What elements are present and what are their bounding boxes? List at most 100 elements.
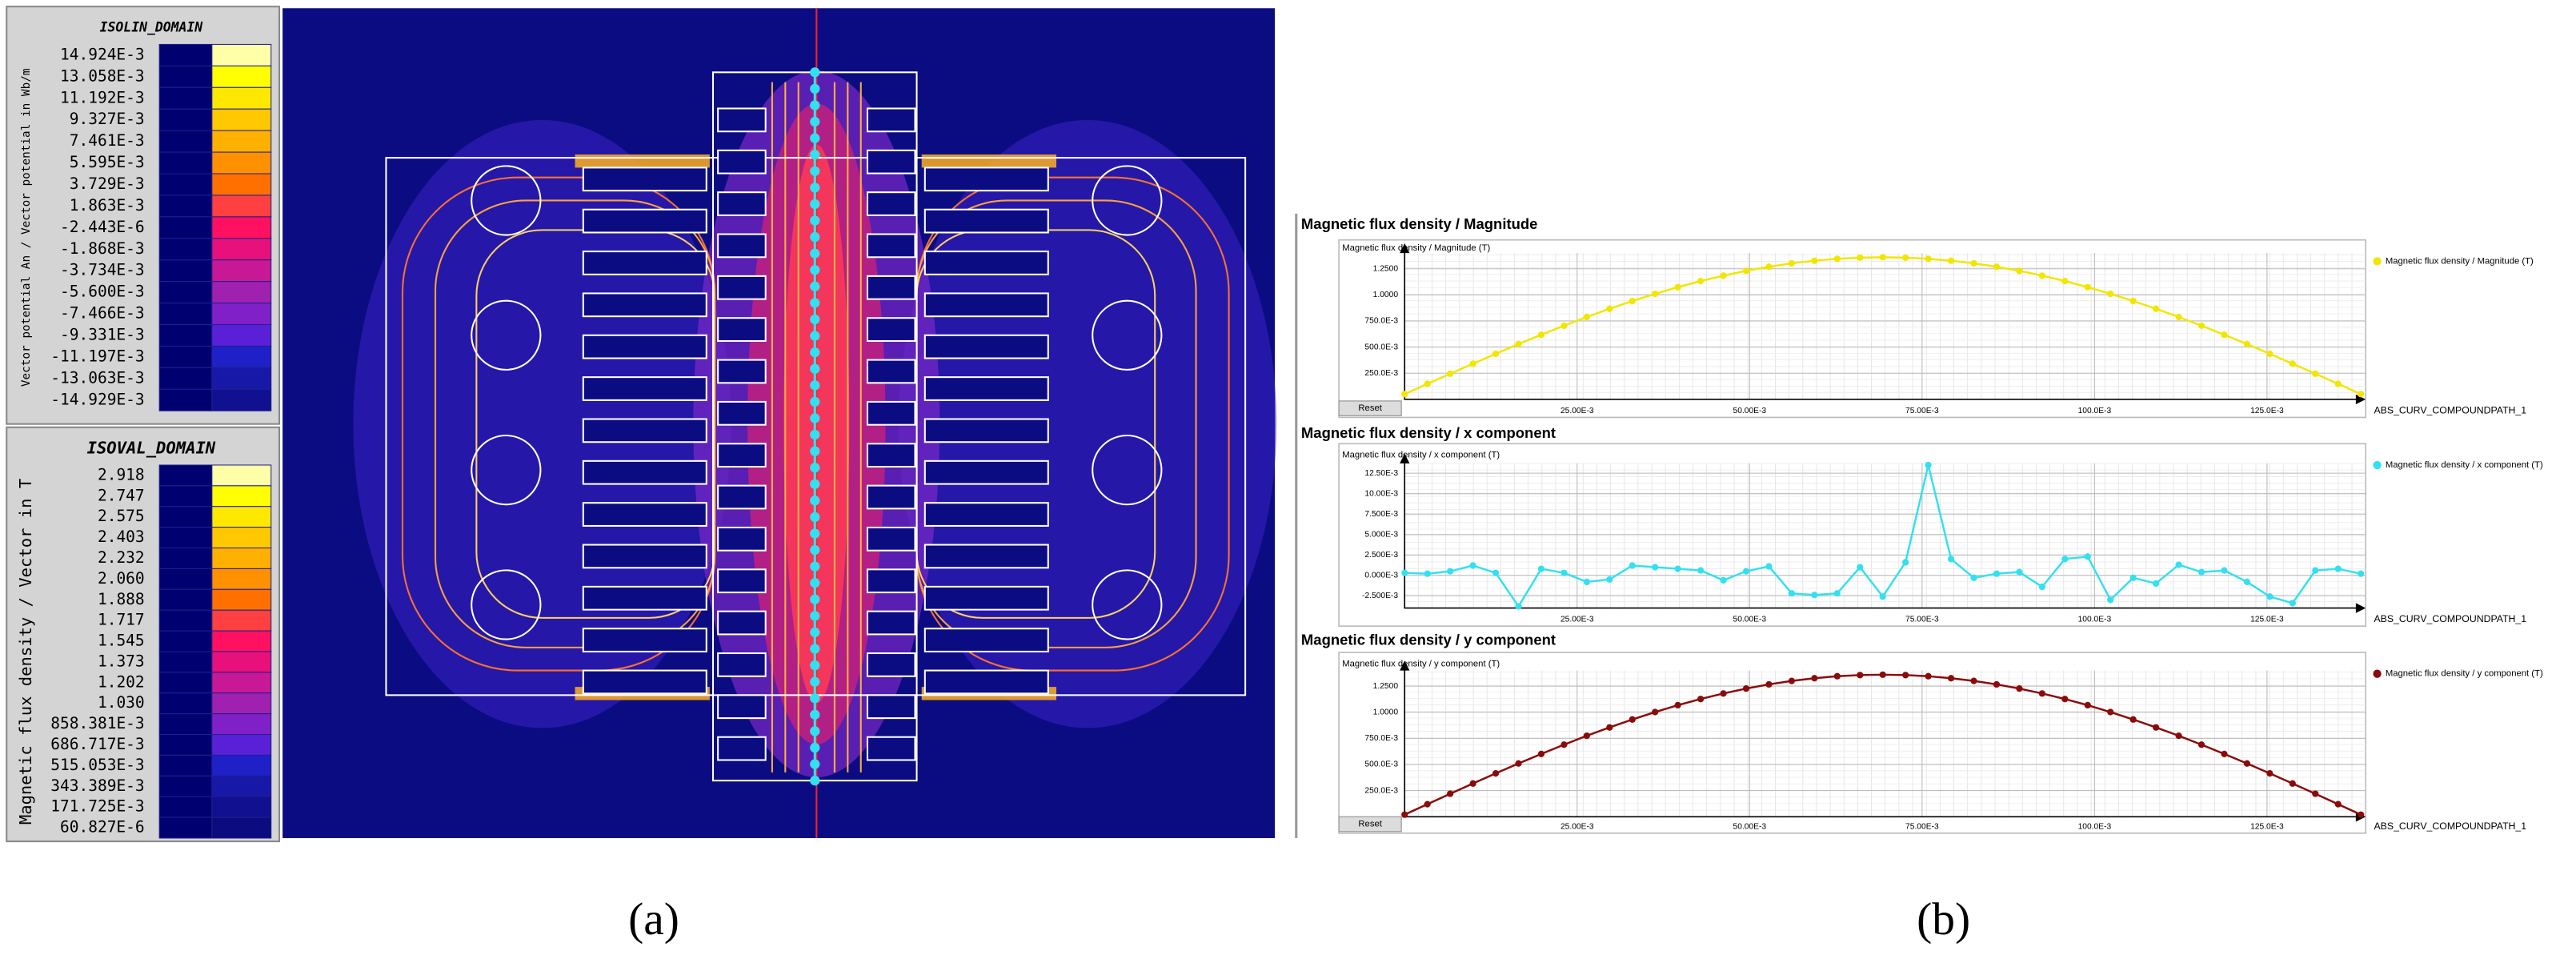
legend-swatch (158, 630, 213, 652)
legend-swatch (211, 485, 272, 508)
legend-swatch (158, 506, 213, 528)
legend-marker (2373, 460, 2382, 470)
data-point (1515, 340, 1522, 347)
data-point (1879, 593, 1886, 600)
legend-label: 171.725E-3 (50, 797, 144, 816)
path-point (810, 512, 820, 523)
legend-label: Magnetic flux density / x component (T) (2386, 460, 2543, 470)
path-point (810, 314, 820, 325)
path-point (810, 561, 820, 572)
legend-label: 2.403 (98, 528, 145, 546)
legend-label: 9.327E-3 (70, 110, 145, 128)
path-point (810, 281, 820, 291)
data-point (1629, 562, 1636, 569)
data-point (2221, 331, 2228, 339)
legend-marker (2373, 257, 2382, 266)
data-point (2107, 708, 2114, 716)
data-point (1629, 716, 1636, 723)
path-point (810, 775, 820, 786)
data-point (2016, 568, 2023, 576)
legend-swatch (158, 527, 213, 549)
data-point (1902, 672, 1909, 679)
legend-label: 2.747 (98, 486, 145, 504)
axis-arrow (1400, 243, 1410, 254)
path-point (810, 726, 820, 736)
data-point (1583, 578, 1590, 586)
y-tick-label: 250.0E-3 (1364, 786, 1398, 795)
reset-button[interactable] (1338, 816, 1402, 833)
legend-swatch (158, 775, 213, 797)
reset-button-label[interactable]: Reset (1358, 403, 1382, 413)
data-point (1560, 569, 1568, 576)
data-point (2061, 556, 2069, 563)
data-point (1925, 672, 1932, 680)
x-axis-label: ABS_CURV_COMPOUNDPATH_1 (2374, 613, 2526, 624)
tooth (717, 359, 767, 384)
data-point (1674, 701, 1681, 709)
legend-label: -9.331E-3 (60, 325, 145, 343)
legend-swatch (158, 86, 213, 110)
legend-swatch (158, 303, 213, 326)
slot (923, 418, 1049, 443)
tooth (866, 400, 916, 426)
slot (582, 628, 707, 653)
data-point (1697, 567, 1705, 574)
legend-swatch (211, 151, 272, 175)
path-point (810, 644, 820, 654)
legend-swatch (158, 754, 213, 776)
path-point (810, 100, 820, 110)
data-point (2289, 780, 2296, 787)
legend-swatch (211, 173, 272, 196)
path-point (810, 759, 820, 769)
path-point (810, 528, 820, 539)
x-axis-label: ABS_CURV_COMPOUNDPATH_1 (2374, 821, 2526, 832)
legend-swatch (211, 367, 272, 390)
data-point (2266, 770, 2274, 777)
path-point (810, 429, 820, 440)
data-point (2312, 370, 2319, 377)
data-point (1583, 732, 1590, 740)
data-point (1469, 562, 1476, 569)
path-point (810, 166, 820, 176)
tooth (717, 526, 767, 552)
legend-swatch (158, 173, 213, 196)
caption: (a) (628, 894, 679, 945)
data-point (2243, 760, 2251, 767)
reset-button[interactable] (1338, 400, 1402, 416)
slot (582, 292, 707, 318)
legend-label: Magnetic flux density / Magnitude (T) (2386, 256, 2534, 266)
tooth (866, 736, 916, 761)
path-point (810, 578, 820, 588)
tooth (866, 191, 916, 216)
y-axis-label: Magnetic flux density / Magnitude (T) (1342, 243, 1490, 253)
axis-arrow (1400, 660, 1410, 671)
chart-frame (1338, 239, 2367, 419)
tooth (717, 484, 767, 510)
legend-label: -7.466E-3 (60, 304, 145, 323)
tooth (866, 526, 916, 552)
x-tick-label: 100.0E-3 (2078, 616, 2112, 624)
path-point (810, 611, 820, 621)
legend-swatch (211, 692, 272, 715)
legend-label: -1.868E-3 (60, 239, 145, 258)
path-point (810, 231, 820, 243)
data-point (2175, 313, 2182, 321)
reset-button-label[interactable]: Reset (1358, 820, 1382, 829)
data-point (2153, 580, 2160, 588)
data-point (1947, 675, 1955, 682)
chart-title: Magnetic flux density / Magnitude (1301, 215, 1538, 232)
legend-swatch (158, 151, 213, 175)
tooth (866, 568, 916, 594)
data-point (1515, 760, 1522, 767)
slot (923, 544, 1049, 569)
legend-swatch (211, 130, 272, 153)
data-point (1765, 263, 1773, 271)
legend-swatch (211, 506, 272, 528)
slot (582, 376, 707, 401)
data-point (1537, 565, 1545, 572)
data-point (2038, 583, 2045, 591)
slot (923, 208, 1049, 234)
data-point (2221, 750, 2228, 757)
legend-swatch (211, 345, 272, 368)
path-point (810, 298, 820, 308)
